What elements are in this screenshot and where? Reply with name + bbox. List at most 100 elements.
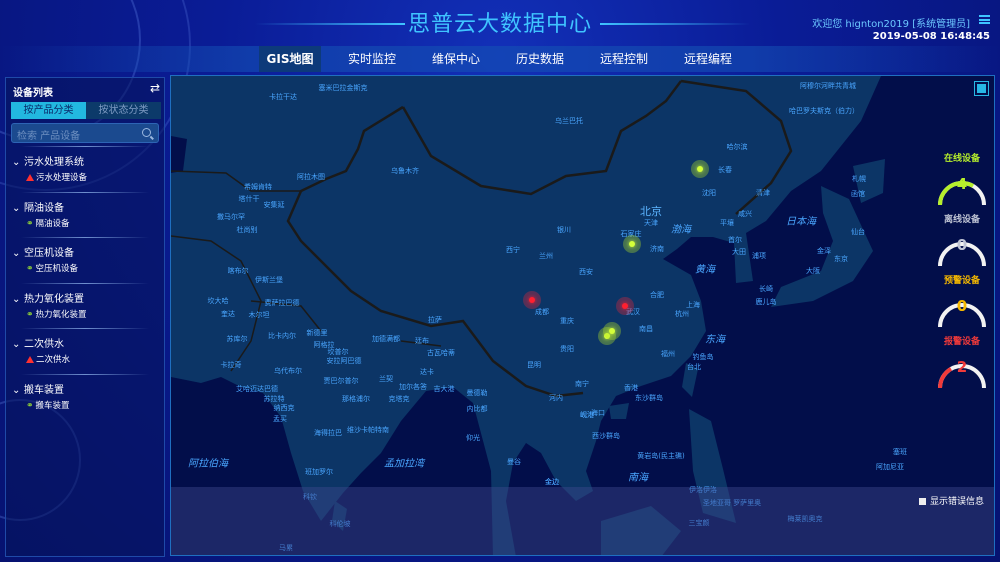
device-item[interactable]: 二次供水 — [26, 353, 70, 365]
map-label: 渤海 — [671, 224, 691, 236]
nav-remote-programming[interactable]: 远程编程 — [683, 52, 732, 66]
gauge-label: 在线设备 — [943, 154, 980, 164]
map-label: 加德满都 — [372, 335, 400, 343]
map-label: 哈巴罗夫斯克（伯力） — [789, 107, 859, 115]
divider — [21, 373, 149, 375]
map-label: 石家庄 — [620, 230, 642, 238]
fullscreen-icon — [977, 84, 986, 93]
map-label: 阿拉伯海 — [188, 458, 228, 470]
map-label: 比卡内尔 — [268, 332, 296, 340]
device-group: ⌄ 二次供水 二次供水 — [6, 328, 164, 373]
nav-gis-map[interactable]: GIS地图 — [259, 46, 321, 72]
map-label: 苏库尔 — [226, 335, 248, 343]
map-label: 福州 — [661, 350, 675, 358]
map-label: 金边 — [545, 478, 559, 486]
fullscreen-button[interactable] — [974, 81, 989, 96]
group-header[interactable]: ⌄ 搬车装置 — [12, 381, 64, 396]
alarm-device-marker[interactable] — [616, 297, 634, 315]
map-label: 黄岩岛(民主礁) — [637, 452, 685, 460]
device-label: 污水处理设备 — [36, 173, 88, 183]
land-philippines — [689, 409, 736, 523]
device-item[interactable]: ⚭ 搬车装置 — [26, 399, 70, 411]
checkbox-icon[interactable] — [918, 498, 926, 505]
chevron-down-icon[interactable]: ⌄ — [12, 339, 21, 350]
map-label: 贵阳 — [560, 345, 574, 353]
device-item[interactable]: ⚭ 隔油设备 — [26, 217, 70, 229]
map-label: 马累 — [279, 544, 293, 552]
gauge-fill — [938, 364, 986, 389]
map-label: 岘港 — [580, 411, 594, 419]
online-device-marker[interactable] — [603, 322, 621, 340]
map-label: 清津 — [756, 189, 770, 197]
menu-icon[interactable] — [979, 15, 990, 24]
device-item[interactable]: ⚭ 空压机设备 — [26, 262, 78, 274]
panel-title: 设备列表 — [13, 88, 53, 99]
map-canvas — [171, 76, 885, 555]
group-header[interactable]: ⌄ 热力氧化装置 — [12, 290, 84, 305]
map-label: 河内 — [549, 394, 563, 402]
map-label: 乌鲁木齐 — [391, 167, 419, 175]
device-label: 隔油设备 — [35, 218, 70, 229]
gauge-value: 4 — [956, 175, 968, 193]
device-item[interactable]: 污水处理设备 — [26, 171, 87, 183]
app-title: 思普云大数据中心 — [407, 12, 592, 37]
chevron-down-icon[interactable]: ⌄ — [12, 157, 21, 168]
map-label: 科钦 — [303, 493, 317, 501]
chevron-down-icon[interactable]: ⌄ — [12, 202, 21, 214]
divider — [21, 191, 149, 193]
tab-by-status[interactable]: 按状态分类 — [86, 102, 161, 119]
group-header[interactable]: ⌄ 隔油设备 — [12, 199, 64, 214]
map-label: 阿穆尔河畔共青城 — [800, 82, 856, 90]
map-label: 昆明 — [527, 361, 541, 369]
group-label: 搬车装置 — [24, 384, 64, 396]
land-taiwan — [682, 363, 698, 397]
map-label: 济南 — [650, 245, 664, 253]
nav-history[interactable]: 历史数据 — [515, 52, 564, 66]
map-label: 圣地亚哥 罗萨里奥 — [702, 499, 762, 507]
user-info[interactable]: 欢迎您 hignton2019 [系统管理员] — [812, 19, 970, 30]
map-label: 成都 — [535, 308, 549, 316]
caspian-sea — [171, 136, 187, 173]
warning-icon — [26, 356, 34, 363]
map-label: 西安 — [579, 268, 593, 276]
map-label: 金边 — [545, 478, 559, 486]
search-icon[interactable] — [142, 128, 151, 137]
alarm-device-marker[interactable] — [523, 291, 541, 309]
map-label: 奎达 — [221, 310, 235, 318]
swap-icon[interactable]: ⇄ — [149, 81, 160, 95]
map-label: 杭州 — [675, 310, 689, 318]
gis-map[interactable]: 卡拉干达 塞米巴拉金斯克 乌兰巴托 乌鲁木齐 阿拉木图 希姆肯特 塔什干 安集延 撒马尔罕 杜尚别… — [170, 75, 995, 556]
group-header[interactable]: ⌄ 污水处理系统 — [12, 153, 84, 168]
online-device-marker[interactable] — [691, 160, 709, 178]
show-errors-checkbox[interactable]: 显示错误信息 — [918, 494, 984, 507]
map-label: 仙台 — [851, 228, 865, 236]
gauge-label: 报警设备 — [943, 337, 980, 347]
device-item[interactable]: ⚭ 热力氧化装置 — [26, 308, 87, 320]
land-mainland — [171, 76, 881, 555]
land-sri-lanka — [332, 501, 347, 531]
map-label: 合肥 — [650, 291, 664, 299]
chevron-down-icon[interactable]: ⌄ — [12, 293, 21, 305]
chevron-down-icon[interactable]: ⌄ — [12, 248, 21, 259]
map-label: 重庆 — [560, 317, 574, 325]
nav-maintenance[interactable]: 维保中心 — [431, 52, 480, 66]
map-label: 贾巴尔普尔 — [323, 377, 359, 385]
tab-by-product[interactable]: 按产品分类 — [11, 102, 86, 119]
gauge-label: 预警设备 — [943, 276, 980, 286]
group-header[interactable]: ⌄ 空压机设备 — [12, 244, 74, 259]
map-label: 西宁 — [506, 246, 520, 254]
map-label: 南昌 — [639, 325, 653, 333]
group-header[interactable]: ⌄ 二次供水 — [12, 335, 64, 350]
map-label: 安拉阿巴德 — [326, 357, 362, 365]
gauge-arc — [938, 242, 986, 267]
divider — [21, 146, 149, 147]
nav-realtime-monitor[interactable]: 实时监控 — [347, 52, 396, 66]
online-device-marker[interactable] — [623, 235, 641, 253]
chevron-down-icon[interactable]: ⌄ — [12, 384, 21, 396]
device-label: 搬车装置 — [35, 400, 70, 411]
divider — [21, 237, 149, 238]
search-input[interactable]: 检索 产品设备 — [11, 123, 159, 143]
nav-remote-control[interactable]: 远程控制 — [599, 52, 648, 66]
map-label: 仰光 — [466, 434, 480, 442]
map-label: 首尔 — [728, 236, 742, 244]
